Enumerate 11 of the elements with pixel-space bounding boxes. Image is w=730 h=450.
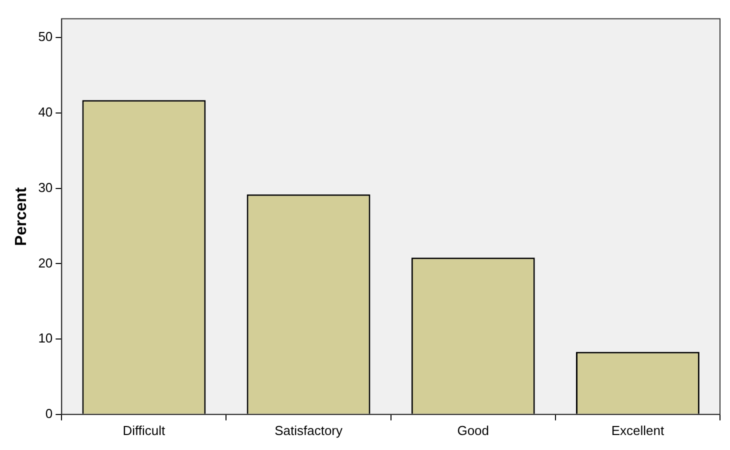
x-tick-label: Difficult (122, 422, 166, 438)
y-tick-label: 40 (38, 104, 53, 120)
y-tick-label: 0 (45, 406, 53, 421)
y-axis-title: Percent (13, 186, 30, 246)
y-tick-label: 30 (38, 180, 53, 195)
y-tick-label: 10 (38, 330, 53, 346)
x-tick-label: Good (457, 422, 490, 438)
x-tick-label: Satisfactory (274, 422, 343, 438)
x-tick-label: Excellent (611, 422, 664, 438)
y-tick-label: 20 (38, 255, 53, 270)
y-tick-label: 50 (38, 29, 53, 44)
